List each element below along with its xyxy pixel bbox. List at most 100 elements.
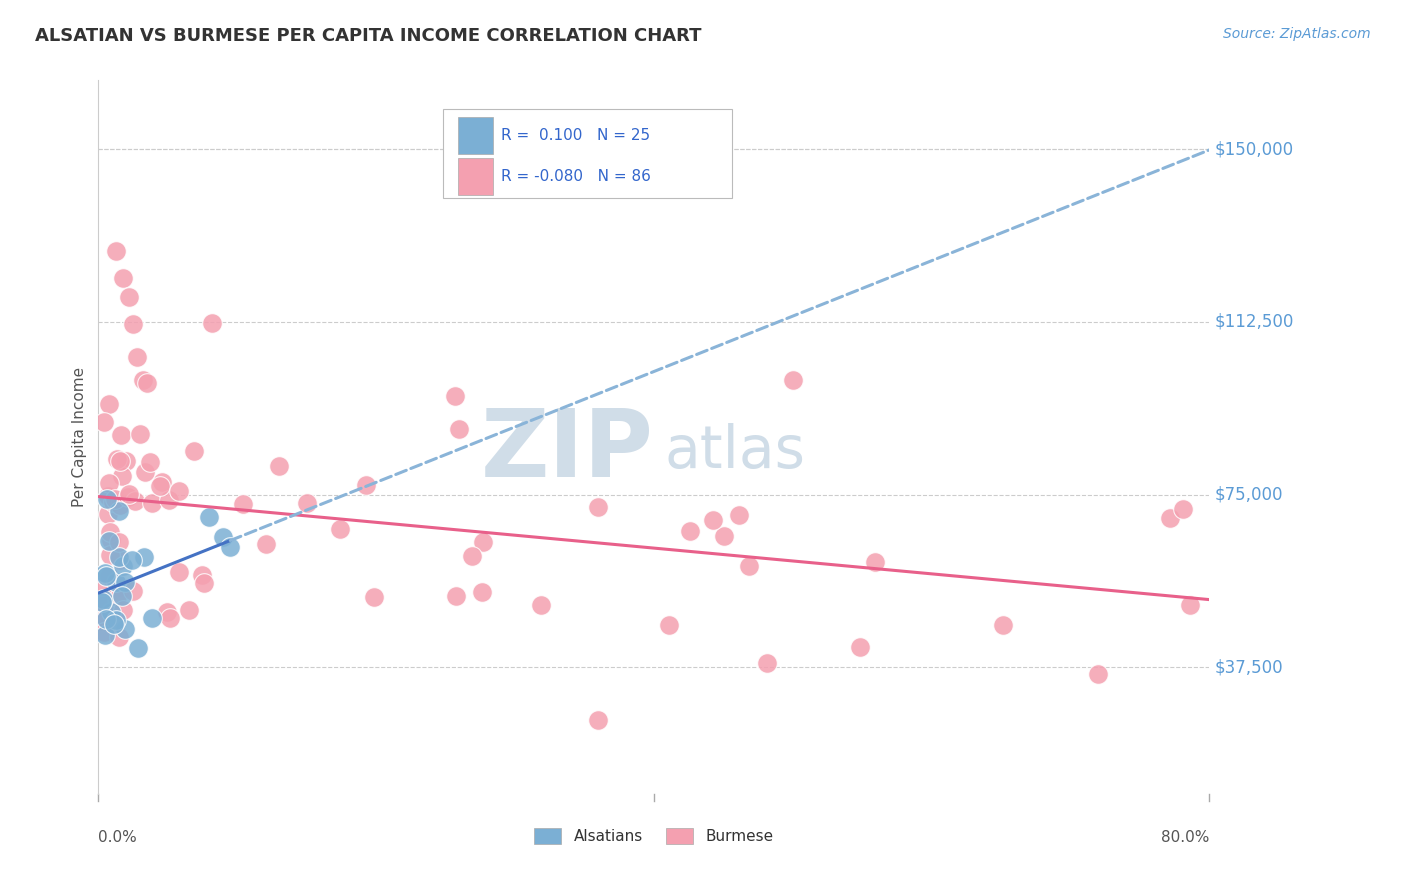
Point xyxy=(108,549,131,564)
FancyBboxPatch shape xyxy=(458,158,492,194)
Point xyxy=(444,589,467,603)
Point xyxy=(110,468,132,483)
FancyBboxPatch shape xyxy=(458,117,492,153)
Point xyxy=(94,612,117,626)
Point xyxy=(658,618,681,632)
Point xyxy=(122,318,145,332)
Point xyxy=(1087,667,1109,681)
Point xyxy=(97,489,120,503)
Point xyxy=(167,484,190,499)
Point xyxy=(586,500,609,514)
Point xyxy=(105,614,128,628)
Point xyxy=(472,535,495,549)
Point xyxy=(141,611,163,625)
Point xyxy=(110,454,132,468)
Point xyxy=(110,427,132,442)
Point xyxy=(117,490,139,504)
Point xyxy=(103,616,125,631)
Point xyxy=(111,589,134,603)
Point xyxy=(121,553,143,567)
Point xyxy=(108,535,131,549)
Point xyxy=(98,549,121,563)
Point xyxy=(756,656,779,670)
Point xyxy=(93,625,115,640)
Point xyxy=(232,498,254,512)
Point xyxy=(329,522,352,536)
Point xyxy=(118,290,141,304)
Legend: Alsatians, Burmese: Alsatians, Burmese xyxy=(527,822,780,850)
Point xyxy=(127,641,149,656)
Point xyxy=(849,640,872,655)
Point xyxy=(111,559,134,574)
Point xyxy=(91,578,114,592)
Point xyxy=(105,244,128,258)
Point xyxy=(1159,511,1181,525)
Point xyxy=(97,507,120,521)
Point xyxy=(134,465,156,479)
Point xyxy=(269,458,291,473)
Text: Source: ZipAtlas.com: Source: ZipAtlas.com xyxy=(1223,27,1371,41)
Point xyxy=(90,614,112,628)
Point xyxy=(98,397,121,411)
Point xyxy=(136,376,159,390)
Point xyxy=(100,533,122,548)
Text: $37,500: $37,500 xyxy=(1215,658,1284,676)
Point xyxy=(529,598,551,612)
Point xyxy=(256,537,278,551)
Point xyxy=(128,427,150,442)
Point xyxy=(363,590,385,604)
Point xyxy=(167,565,190,579)
Point xyxy=(114,575,136,590)
Point xyxy=(112,602,135,616)
Text: R =  0.100   N = 25: R = 0.100 N = 25 xyxy=(501,128,650,143)
FancyBboxPatch shape xyxy=(443,109,731,198)
Point xyxy=(118,486,141,500)
Point xyxy=(112,271,135,285)
Point xyxy=(219,541,242,555)
Point xyxy=(115,454,138,468)
Point xyxy=(98,525,121,540)
Point xyxy=(108,498,131,512)
Text: R = -0.080   N = 86: R = -0.080 N = 86 xyxy=(501,169,651,184)
Point xyxy=(728,508,751,522)
Point xyxy=(101,494,124,508)
Point xyxy=(94,569,117,583)
Point xyxy=(105,451,128,466)
Point xyxy=(782,372,804,386)
Text: $75,000: $75,000 xyxy=(1215,485,1284,504)
Point xyxy=(183,444,205,458)
Point xyxy=(354,478,377,492)
Point xyxy=(150,475,173,490)
Point xyxy=(97,533,120,548)
Point xyxy=(96,491,118,506)
Point xyxy=(863,555,886,569)
Point xyxy=(124,494,146,508)
Y-axis label: Per Capita Income: Per Capita Income xyxy=(72,367,87,508)
Point xyxy=(127,350,149,364)
Point xyxy=(1171,501,1194,516)
Point xyxy=(108,584,131,599)
Point xyxy=(134,549,156,564)
Point xyxy=(114,622,136,636)
Point xyxy=(449,421,471,435)
Point xyxy=(121,584,143,599)
Point xyxy=(159,611,181,625)
Text: ALSATIAN VS BURMESE PER CAPITA INCOME CORRELATION CHART: ALSATIAN VS BURMESE PER CAPITA INCOME CO… xyxy=(35,27,702,45)
Point xyxy=(105,575,128,590)
Point xyxy=(179,603,201,617)
Point xyxy=(702,513,724,527)
Point xyxy=(104,492,127,507)
Point xyxy=(110,579,132,593)
Point xyxy=(132,372,155,386)
Point xyxy=(588,713,610,727)
Point xyxy=(461,549,484,563)
Point xyxy=(93,415,115,429)
Point xyxy=(94,566,117,580)
Point xyxy=(1178,598,1201,612)
Point xyxy=(139,455,162,469)
Point xyxy=(201,316,224,330)
Text: ZIP: ZIP xyxy=(481,405,654,498)
Point xyxy=(295,496,318,510)
Text: $112,500: $112,500 xyxy=(1215,313,1294,331)
Text: $150,000: $150,000 xyxy=(1215,140,1294,159)
